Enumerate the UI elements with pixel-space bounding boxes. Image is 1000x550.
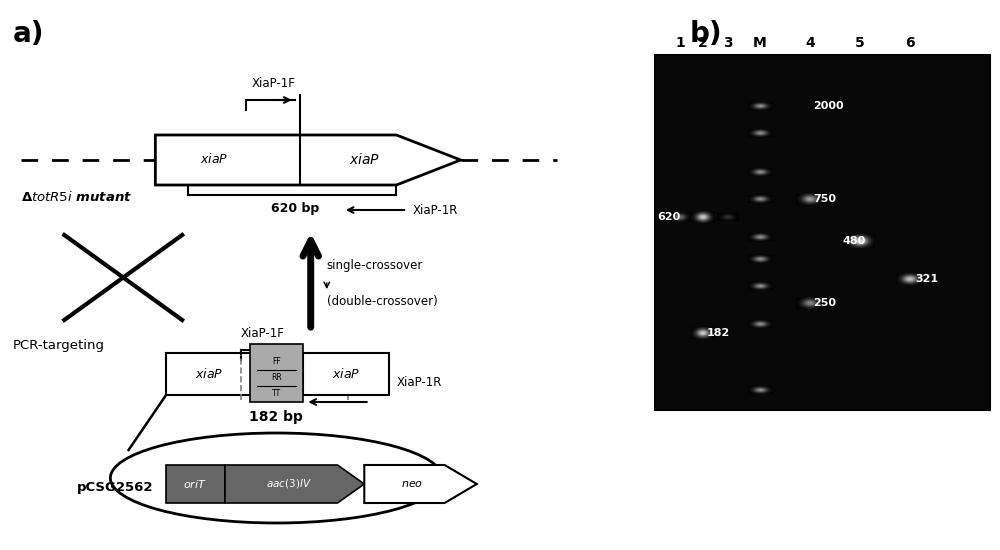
Polygon shape <box>155 135 461 185</box>
Text: PCR-targeting: PCR-targeting <box>13 338 105 351</box>
Text: 6: 6 <box>905 36 915 50</box>
FancyBboxPatch shape <box>303 353 389 395</box>
Text: TT: TT <box>272 389 281 399</box>
Text: $\it{neo}$: $\it{neo}$ <box>401 479 424 489</box>
Text: 620 bp: 620 bp <box>271 202 319 215</box>
Text: $\it{oriT}$: $\it{oriT}$ <box>183 478 207 490</box>
Text: 5: 5 <box>855 36 865 50</box>
Text: 620: 620 <box>657 212 680 222</box>
Text: XiaP-1R: XiaP-1R <box>396 376 442 388</box>
Text: $\it{aac(3)IV}$: $\it{aac(3)IV}$ <box>266 477 312 491</box>
Text: RR: RR <box>271 373 282 382</box>
Text: 4: 4 <box>805 36 815 50</box>
Text: $\it{xiaP}$: $\it{xiaP}$ <box>332 367 360 381</box>
FancyBboxPatch shape <box>166 353 252 395</box>
Text: XiaP-1F: XiaP-1F <box>252 77 296 90</box>
Text: $\it{xiaP}$: $\it{xiaP}$ <box>200 152 228 166</box>
Text: a): a) <box>13 20 44 48</box>
Text: 321: 321 <box>915 274 938 284</box>
Text: 2: 2 <box>698 36 708 50</box>
Text: 1: 1 <box>675 36 685 50</box>
Text: 750: 750 <box>813 194 836 204</box>
Text: (double-crossover): (double-crossover) <box>327 295 438 308</box>
Text: XiaP-1R: XiaP-1R <box>413 204 458 217</box>
Text: 182 bp: 182 bp <box>249 410 303 424</box>
Text: 250: 250 <box>813 298 836 308</box>
Text: 480: 480 <box>843 236 866 246</box>
FancyBboxPatch shape <box>655 55 990 410</box>
Text: single-crossover: single-crossover <box>327 258 423 272</box>
Text: b): b) <box>690 20 723 48</box>
Text: $\it{xiaP}$: $\it{xiaP}$ <box>349 151 380 167</box>
FancyBboxPatch shape <box>166 465 225 503</box>
Text: 3: 3 <box>723 36 733 50</box>
Text: XiaP-1F: XiaP-1F <box>241 327 285 340</box>
Text: $\it{xiaP}$: $\it{xiaP}$ <box>195 367 223 381</box>
Text: pCSG2562: pCSG2562 <box>77 481 154 494</box>
Polygon shape <box>225 465 364 503</box>
Text: $\bf{\Delta}$$\it{totR5i}$ mutant: $\bf{\Delta}$$\it{totR5i}$ mutant <box>21 190 133 204</box>
Text: 182: 182 <box>707 328 730 338</box>
Text: M: M <box>753 36 767 50</box>
Text: FF: FF <box>272 358 281 366</box>
Polygon shape <box>364 465 477 503</box>
Text: 2000: 2000 <box>813 101 844 111</box>
FancyBboxPatch shape <box>250 344 303 402</box>
